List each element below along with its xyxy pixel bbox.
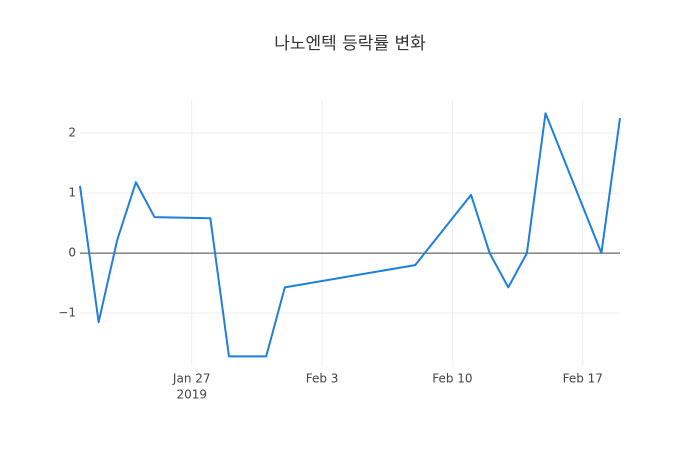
x-tick-label: Feb 10: [432, 372, 472, 386]
x-tick-label: Jan 27: [172, 372, 211, 386]
y-tick-label: 2: [68, 126, 76, 140]
y-tick-label: 1: [68, 186, 76, 200]
x-tick-label: Feb 17: [563, 372, 603, 386]
y-tick-label: 0: [68, 246, 76, 260]
x-tick-sublabel: 2019: [176, 388, 207, 402]
y-tick-label: −1: [58, 306, 76, 320]
line: [79, 112, 621, 358]
chart-title: 나노엔텍 등락률 변화: [274, 34, 426, 54]
x-tick-label: Feb 3: [306, 372, 339, 386]
